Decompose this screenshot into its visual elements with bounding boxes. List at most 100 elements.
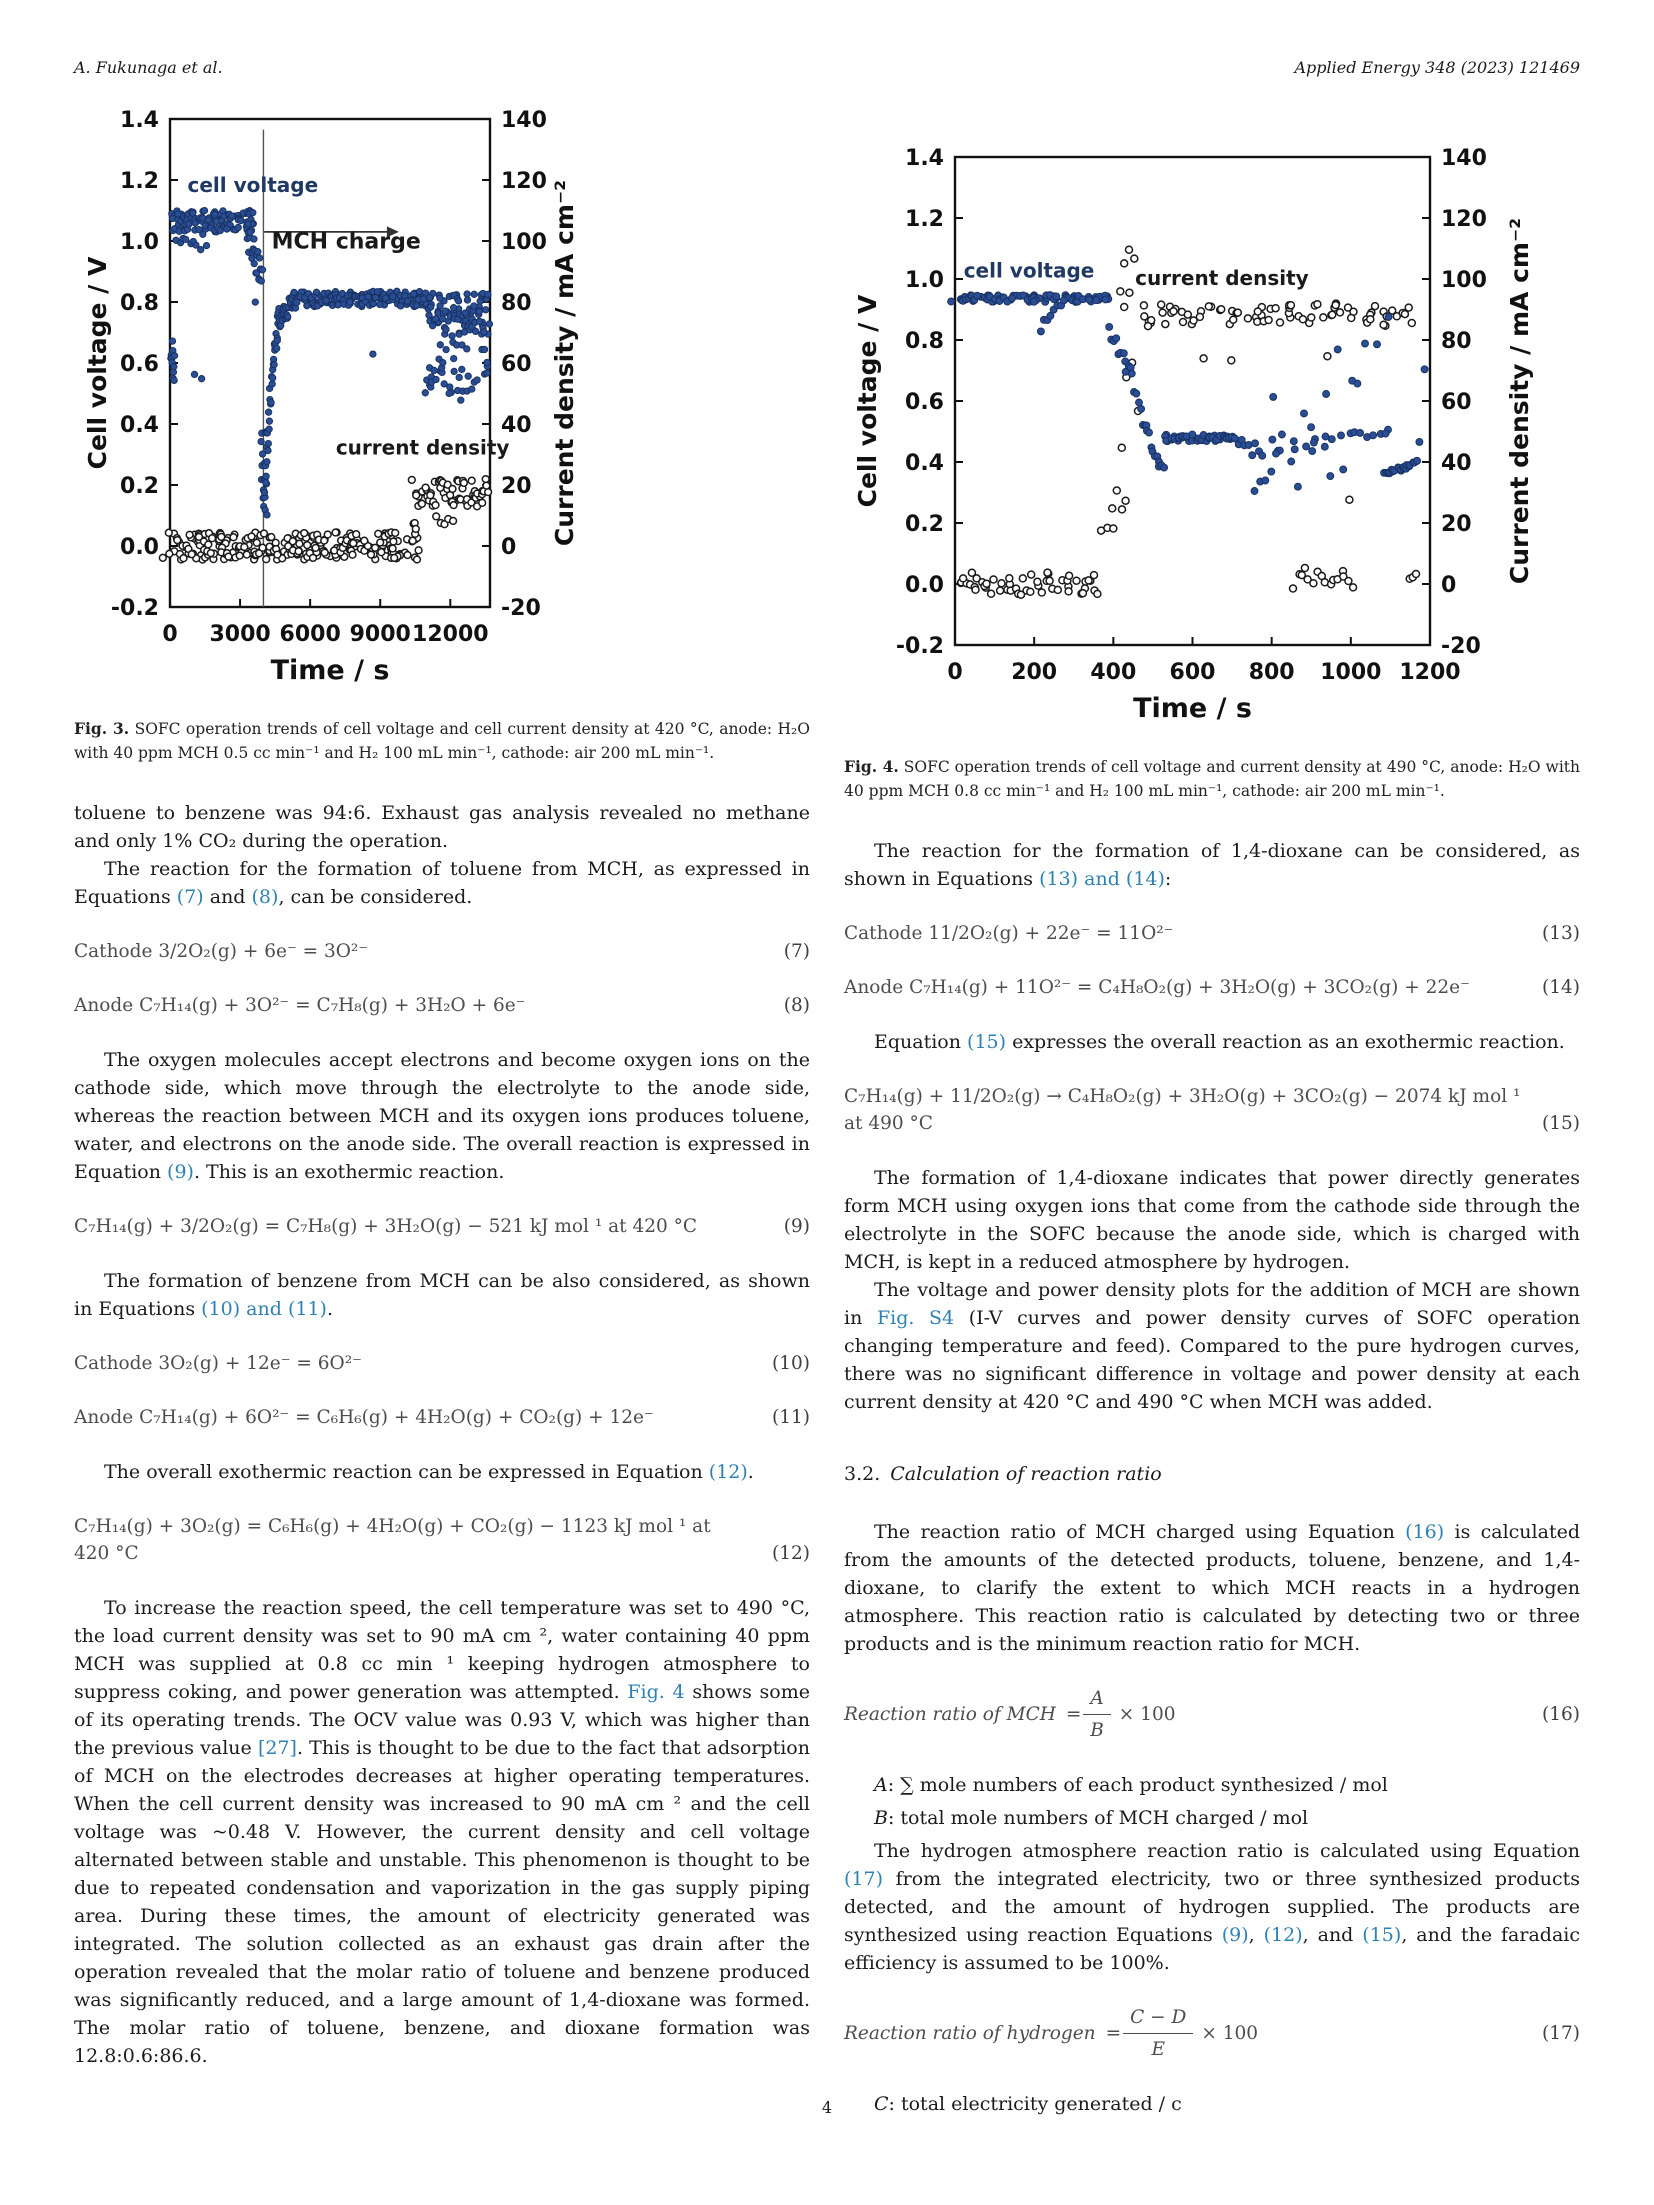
right-axis-title: Current density / mA cm⁻² xyxy=(550,180,579,546)
left-column-text: toluene to benzene was 94:6. Exhaust gas… xyxy=(74,799,810,2070)
page-number: 4 xyxy=(821,2098,833,2117)
equation-number: (17) xyxy=(1542,2023,1580,2044)
equation-number: (10) xyxy=(772,1353,810,1374)
cell-voltage-label: cell voltage xyxy=(188,173,319,197)
svg-text:40: 40 xyxy=(1441,451,1472,476)
equation-number: (12) xyxy=(772,1543,810,1564)
right-axis-title: Current density / mA cm⁻² xyxy=(1505,218,1534,584)
svg-text:-20: -20 xyxy=(1441,634,1481,659)
cell-voltage-points xyxy=(947,291,1429,495)
svg-text:0: 0 xyxy=(501,535,516,560)
variable: B xyxy=(874,1807,888,1829)
ref-link[interactable]: (10) and (11) xyxy=(201,1298,327,1320)
definition-line: A: ∑ mole numbers of each product synthe… xyxy=(844,1771,1580,1799)
svg-text:0.2: 0.2 xyxy=(905,512,944,537)
svg-text:0: 0 xyxy=(1441,573,1456,598)
equation-text: C₇H₁₄(g) + 3O₂(g) = C₆H₆(g) + 4H₂O(g) + … xyxy=(74,1516,711,1564)
paragraph: The reaction for the formation of toluen… xyxy=(74,855,810,911)
svg-text:12000: 12000 xyxy=(412,622,489,647)
text-run: . xyxy=(326,1298,333,1320)
equation: Anode C₇H₁₄(g) + 3O²⁻ = C₇H₈(g) + 3H₂O +… xyxy=(74,992,810,1019)
svg-text:1.0: 1.0 xyxy=(905,268,944,293)
text-run: and xyxy=(203,886,252,908)
text-run: , and the faradaic efficiency is assumed… xyxy=(844,1924,1580,1974)
ref-link[interactable]: (13) and (14) xyxy=(1039,868,1165,890)
svg-text:140: 140 xyxy=(501,108,547,133)
MCH-charge-label: MCH charge xyxy=(272,230,421,255)
paragraph: The formation of 1,4-dioxane indicates t… xyxy=(844,1164,1580,1276)
ref-link[interactable]: [27] xyxy=(257,1737,297,1759)
y-axis-right: 140 120 100 80 60 40 20 0 -20 xyxy=(1422,146,1487,659)
equation-text: Cathode 3O₂(g) + 12e⁻ = 6O²⁻ xyxy=(74,1353,362,1374)
ref-link[interactable]: (9) xyxy=(1221,1924,1249,1946)
paragraph: The reaction for the formation of 1,4-di… xyxy=(844,837,1580,893)
svg-text:1.4: 1.4 xyxy=(905,146,944,171)
ref-link[interactable]: (9) xyxy=(167,1161,194,1183)
equation-text: Anode C₇H₁₄(g) + 3O²⁻ = C₇H₈(g) + 3H₂O +… xyxy=(74,995,526,1016)
section-heading: 3.2. Calculation of reaction ratio xyxy=(844,1463,1162,1485)
text-run: from the integrated electricity, two or … xyxy=(844,1868,1580,1946)
ref-link[interactable]: (12) xyxy=(708,1461,748,1483)
ref-link[interactable]: (16) xyxy=(1405,1521,1445,1543)
text-run: toluene to benzene was 94:6. Exhaust gas… xyxy=(74,802,810,852)
text-run: , and xyxy=(1302,1924,1363,1946)
ref-link[interactable]: (8) xyxy=(251,886,279,908)
svg-text:-0.2: -0.2 xyxy=(111,596,159,621)
svg-text:100: 100 xyxy=(1441,268,1487,293)
svg-text:0.0: 0.0 xyxy=(905,573,944,598)
ref-link[interactable]: (12) xyxy=(1263,1924,1303,1946)
text-run: The oxygen molecules accept electrons an… xyxy=(74,1049,810,1183)
y-axis-left: 1.4 1.2 1.0 0.8 0.6 0.4 0.2 0.0 -0.2 xyxy=(896,146,963,659)
running-head-journal: Applied Energy 348 (2023) 121469 xyxy=(1294,58,1580,77)
svg-text:120: 120 xyxy=(501,169,547,194)
text-run: . xyxy=(747,1461,754,1483)
paragraph: The reaction ratio of MCH charged using … xyxy=(844,1518,1580,1658)
svg-text:1.4: 1.4 xyxy=(120,108,159,133)
svg-text:20: 20 xyxy=(501,474,532,499)
ref-link[interactable]: Fig. 4 xyxy=(627,1681,685,1703)
text-run: (I-V curves and power density curves of … xyxy=(844,1307,1580,1413)
svg-text:140: 140 xyxy=(1441,146,1487,171)
svg-text:0.0: 0.0 xyxy=(120,535,159,560)
svg-text:200: 200 xyxy=(1011,660,1057,685)
y-axis-title: Cell voltage / V xyxy=(853,294,882,507)
svg-text:80: 80 xyxy=(1441,329,1472,354)
x-axis-title: Time / s xyxy=(1133,693,1252,724)
equation: Cathode 3/2O₂(g) + 6e⁻ = 3O²⁻ (7) xyxy=(74,938,810,965)
figure-4: 1.4 1.2 1.0 0.8 0.6 0.4 0.2 0.0 -0.2 140 120 100 80 6… xyxy=(844,141,1580,803)
svg-text:800: 800 xyxy=(1249,660,1295,685)
text-run: , xyxy=(1248,1924,1264,1946)
fig3-scatter-chart: 1.4 1.2 1.0 0.8 0.6 0.4 0.2 0.0 -0.2 140 120 100 80 6… xyxy=(83,108,579,686)
ref-link[interactable]: (15) xyxy=(1362,1924,1402,1946)
y-axis-title: Cell voltage / V xyxy=(83,256,112,469)
x-axis: 0 3000 6000 9000 12000 xyxy=(162,599,489,647)
text-run: : total electricity generated / c xyxy=(888,2093,1182,2115)
ref-link[interactable]: Fig. S4 xyxy=(876,1307,955,1329)
text-run: , can be considered. xyxy=(278,886,473,908)
svg-text:60: 60 xyxy=(501,352,532,377)
equation-number: (15) xyxy=(1542,1113,1580,1134)
two-column-layout: 1.4 1.2 1.0 0.8 0.6 0.4 0.2 0.0 -0.2 140 120 100 80 6… xyxy=(74,103,1580,2123)
text-run: Equation xyxy=(874,1031,968,1053)
ref-link[interactable]: (15) xyxy=(967,1031,1007,1053)
ref-link[interactable]: (17) xyxy=(844,1868,884,1890)
running-head-authors: A. Fukunaga et al. xyxy=(74,58,223,77)
svg-text:1.2: 1.2 xyxy=(120,169,159,194)
equation: Anode C₇H₁₄(g) + 11O²⁻ = C₄H₈O₂(g) + 3H₂… xyxy=(844,974,1580,1001)
ref-link[interactable]: (7) xyxy=(176,886,204,908)
fig3-caption-label: Fig. 3. xyxy=(74,719,130,738)
svg-text:1200: 1200 xyxy=(1399,660,1460,685)
equation: Cathode 11/2O₂(g) + 22e⁻ = 11O²⁻ (13) xyxy=(844,920,1580,947)
equation-number: (13) xyxy=(1542,923,1580,944)
equation-text: Anode C₇H₁₄(g) + 6O²⁻ = C₆H₆(g) + 4H₂O(g… xyxy=(74,1407,654,1428)
y-axis-left: 1.4 1.2 1.0 0.8 0.6 0.4 0.2 0.0 -0.2 xyxy=(111,108,178,621)
equation-number: (8) xyxy=(783,995,810,1016)
text-run: The hydrogen atmosphere reaction ratio i… xyxy=(874,1840,1580,1862)
equation: Reaction ratio of hydrogen = C − D E × 100 (1… xyxy=(844,2004,1580,2063)
cell-voltage-label: cell voltage xyxy=(964,258,1095,282)
svg-text:20: 20 xyxy=(1441,512,1472,537)
current-density-points xyxy=(158,474,493,564)
equation-number: (9) xyxy=(783,1216,810,1237)
